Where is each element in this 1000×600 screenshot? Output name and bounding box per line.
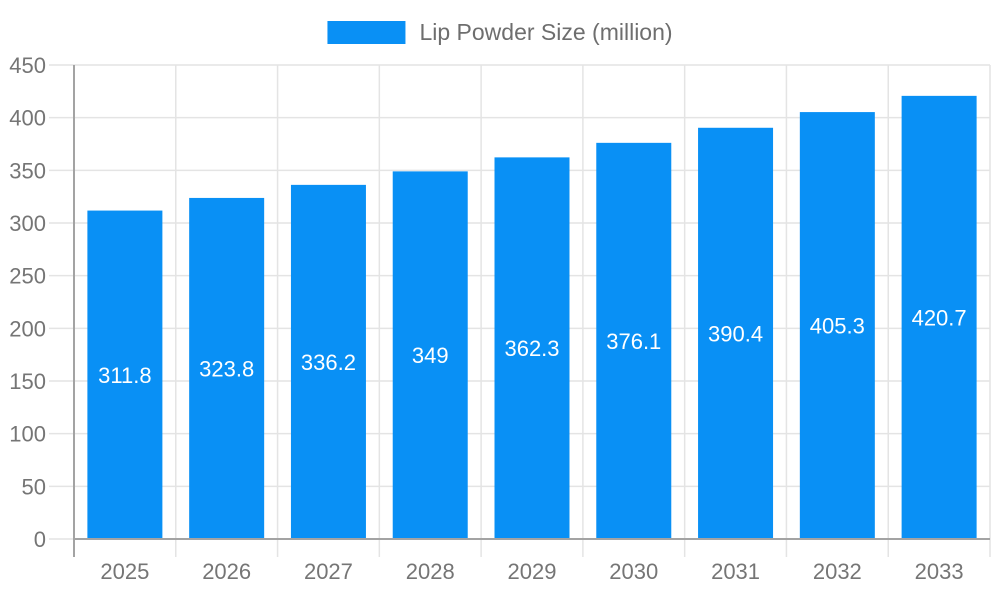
legend-item[interactable]: Lip Powder Size (million) [327, 19, 673, 46]
x-tick-label: 2033 [915, 559, 964, 584]
y-tick-label: 0 [34, 527, 46, 552]
x-tick-label: 2032 [813, 559, 862, 584]
legend-swatch-icon [327, 21, 406, 44]
value-label: 376.1 [606, 329, 661, 354]
value-label: 390.4 [708, 321, 763, 346]
bar-2032[interactable] [799, 112, 875, 540]
value-label: 405.3 [810, 314, 865, 339]
y-tick-label: 150 [9, 369, 46, 394]
x-tick-label: 2031 [711, 559, 760, 584]
bar-2029[interactable] [494, 157, 570, 540]
bar-2028[interactable] [392, 171, 468, 540]
value-label: 349 [412, 343, 449, 368]
x-tick-label: 2029 [508, 559, 557, 584]
x-tick-label: 2026 [202, 559, 251, 584]
x-tick-label: 2030 [609, 559, 658, 584]
y-tick-label: 250 [9, 264, 46, 289]
x-tick-label: 2025 [100, 559, 149, 584]
bar-2030[interactable] [596, 142, 672, 539]
bar-2026[interactable] [189, 197, 265, 539]
y-tick-label: 400 [9, 106, 46, 131]
x-tick-label: 2027 [304, 559, 353, 584]
bar-2033[interactable] [901, 95, 977, 539]
y-tick-label: 300 [9, 211, 46, 236]
value-label: 420.7 [912, 305, 967, 330]
value-label: 323.8 [199, 356, 254, 381]
y-tick-label: 450 [9, 53, 46, 78]
y-tick-label: 350 [9, 158, 46, 183]
value-label: 311.8 [98, 363, 151, 388]
bar-2031[interactable] [698, 127, 774, 540]
x-tick-label: 2028 [406, 559, 455, 584]
y-tick-label: 50 [22, 474, 46, 499]
legend-label: Lip Powder Size (million) [419, 19, 673, 45]
y-tick-label: 200 [9, 316, 46, 341]
y-tick-label: 100 [9, 422, 46, 447]
bar-2027[interactable] [290, 184, 366, 540]
bar-2025[interactable] [87, 210, 163, 539]
value-label: 336.2 [301, 350, 356, 375]
value-label: 362.3 [504, 336, 559, 361]
